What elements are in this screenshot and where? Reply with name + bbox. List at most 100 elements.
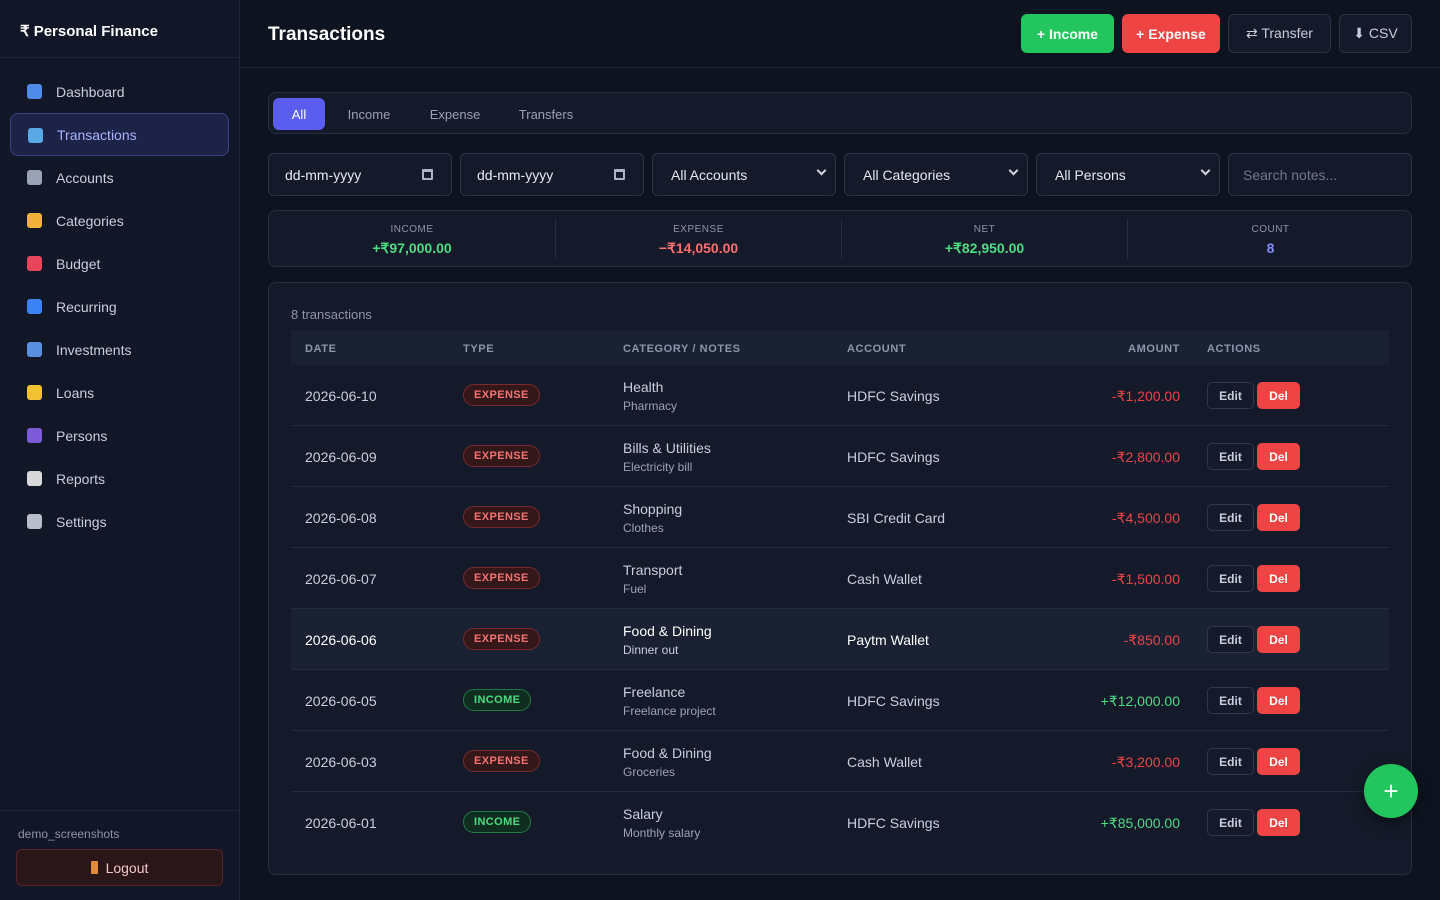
- notes: Clothes: [623, 521, 664, 535]
- select[interactable]: All Persons: [1036, 153, 1220, 196]
- summary-value: 8: [1266, 240, 1275, 256]
- amount: -₹2,800.00: [1111, 449, 1180, 465]
- summary-item: EXPENSE −₹14,050.00: [555, 219, 841, 259]
- logout-label: Logout: [105, 859, 149, 876]
- select[interactable]: All Categories: [844, 153, 1028, 196]
- table-row: 2026-06-01 INCOME Salary Monthly salary HDFC…: [291, 792, 1389, 853]
- delete-button[interactable]: Del: [1257, 565, 1300, 592]
- amount: +₹12,000.00: [1100, 693, 1180, 709]
- amount: -₹1,500.00: [1111, 571, 1180, 587]
- type-badge: EXPENSE: [463, 445, 540, 467]
- logout-button[interactable]: Logout: [16, 849, 223, 886]
- column-header: DATE: [305, 343, 337, 355]
- edit-button[interactable]: Edit: [1207, 504, 1254, 531]
- nav-item[interactable]: Investments: [10, 328, 229, 371]
- delete-button[interactable]: Del: [1257, 687, 1300, 714]
- category: Food & Dining: [623, 623, 712, 639]
- nav-icon: [28, 128, 43, 143]
- nav-item[interactable]: Budget: [10, 242, 229, 285]
- header-button[interactable]: ⇄ Transfer: [1228, 14, 1331, 53]
- delete-button[interactable]: Del: [1257, 443, 1300, 470]
- nav-item[interactable]: Loans: [10, 371, 229, 414]
- date-input[interactable]: dd-mm-yyyy: [460, 153, 644, 196]
- category: Health: [623, 379, 664, 395]
- summary-item: COUNT 8: [1127, 219, 1413, 259]
- nav-icon: [27, 428, 42, 443]
- select-arrow: [816, 165, 827, 176]
- date: 2026-06-09: [305, 449, 377, 465]
- nav-item[interactable]: Settings: [10, 500, 229, 543]
- nav-item[interactable]: Persons: [10, 414, 229, 457]
- column-header: ACTIONS: [1207, 343, 1261, 355]
- delete-button[interactable]: Del: [1257, 382, 1300, 409]
- delete-button[interactable]: Del: [1257, 748, 1300, 775]
- date: 2026-06-05: [305, 693, 377, 709]
- notes: Fuel: [623, 582, 647, 596]
- account: HDFC Savings: [847, 449, 940, 465]
- edit-button[interactable]: Edit: [1207, 687, 1254, 714]
- notes: Pharmacy: [623, 399, 678, 413]
- type-badge: EXPENSE: [463, 384, 540, 406]
- notes: Groceries: [623, 765, 676, 779]
- table-card: 8 transactions DATE TYPE CATEGORY / NOTES AC…: [268, 282, 1412, 875]
- date: 2026-06-03: [305, 754, 377, 770]
- date: 2026-06-01: [305, 815, 377, 831]
- amount: +₹85,000.00: [1100, 815, 1180, 831]
- tab-bar: All Income Expense Transfers: [268, 92, 1412, 134]
- table-header: DATE TYPE CATEGORY / NOTES ACCOUNT AMOUNT ACT…: [291, 330, 1389, 365]
- category: Transport: [623, 562, 683, 578]
- divider: [0, 57, 239, 58]
- edit-button[interactable]: Edit: [1207, 748, 1254, 775]
- account: SBI Credit Card: [847, 510, 946, 526]
- delete-button[interactable]: Del: [1257, 809, 1300, 836]
- summary-value: +₹97,000.00: [372, 240, 452, 256]
- header-button[interactable]: + Income: [1021, 14, 1114, 53]
- header-button[interactable]: ⬇ CSV: [1339, 14, 1412, 53]
- table-row: 2026-06-05 INCOME Freelance Freelance proje…: [291, 670, 1389, 731]
- nav-item[interactable]: Reports: [10, 457, 229, 500]
- tab[interactable]: Transfers: [518, 106, 574, 122]
- summary-label: COUNT: [1251, 224, 1290, 235]
- sidebar: ₹ Personal Finance Dashboard Transactions A…: [0, 0, 240, 900]
- date: 2026-06-08: [305, 510, 377, 526]
- search-input[interactable]: Search notes...: [1228, 153, 1412, 196]
- select[interactable]: All Accounts: [652, 153, 836, 196]
- type-badge: EXPENSE: [463, 628, 540, 650]
- nav-icon: [27, 299, 42, 314]
- nav-item[interactable]: Recurring: [10, 285, 229, 328]
- date: 2026-06-07: [305, 571, 377, 587]
- table-row: 2026-06-03 EXPENSE Food & Dining Groceries C…: [291, 731, 1389, 792]
- summary-bar: INCOME +₹97,000.00 EXPENSE −₹14,050.00 NET +₹…: [268, 210, 1412, 267]
- logout-icon: [90, 861, 98, 874]
- edit-button[interactable]: Edit: [1207, 626, 1254, 653]
- add-button[interactable]: +: [1364, 764, 1418, 818]
- edit-button[interactable]: Edit: [1207, 565, 1254, 592]
- nav-icon: [27, 514, 42, 529]
- tab[interactable]: All: [273, 98, 325, 130]
- brand: ₹ Personal Finance: [20, 23, 158, 40]
- category: Bills & Utilities: [623, 440, 711, 456]
- column-header: AMOUNT: [1128, 343, 1180, 355]
- category: Food & Dining: [623, 745, 712, 761]
- delete-button[interactable]: Del: [1257, 626, 1300, 653]
- date: 2026-06-06: [305, 632, 377, 648]
- tab[interactable]: Income: [347, 106, 391, 122]
- nav-icon: [27, 213, 42, 228]
- nav-icon: [27, 385, 42, 400]
- delete-button[interactable]: Del: [1257, 504, 1300, 531]
- nav-item[interactable]: Transactions: [10, 113, 229, 156]
- edit-button[interactable]: Edit: [1207, 443, 1254, 470]
- nav-item[interactable]: Accounts: [10, 156, 229, 199]
- summary-item: NET +₹82,950.00: [841, 219, 1127, 259]
- account: HDFC Savings: [847, 815, 940, 831]
- nav-item[interactable]: Dashboard: [10, 70, 229, 113]
- edit-button[interactable]: Edit: [1207, 382, 1254, 409]
- account: Cash Wallet: [847, 571, 922, 587]
- nav-item[interactable]: Categories: [10, 199, 229, 242]
- tab[interactable]: Expense: [429, 106, 481, 122]
- header-button[interactable]: + Expense: [1122, 14, 1220, 53]
- date-input[interactable]: dd-mm-yyyy: [268, 153, 452, 196]
- select-arrow: [1008, 165, 1019, 176]
- amount: -₹3,200.00: [1111, 754, 1180, 770]
- edit-button[interactable]: Edit: [1207, 809, 1254, 836]
